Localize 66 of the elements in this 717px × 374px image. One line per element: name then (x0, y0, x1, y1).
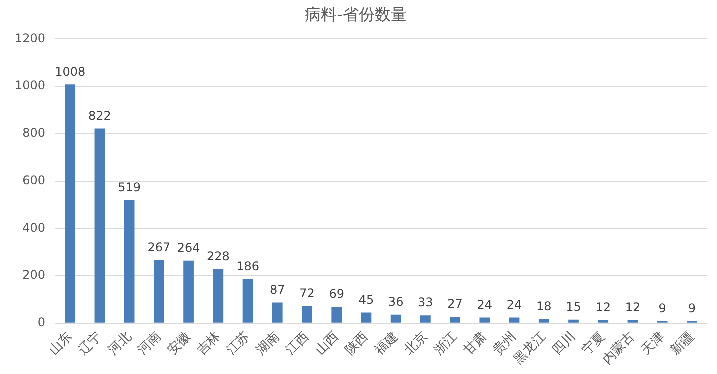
bar (480, 318, 490, 323)
data-label: 33 (418, 296, 434, 310)
bar (450, 317, 460, 323)
x-tick-label: 甘肃 (461, 330, 490, 359)
x-tick-label: 天津 (638, 330, 668, 359)
bar (332, 307, 342, 323)
bar (302, 306, 312, 323)
x-tick-label: 吉林 (194, 330, 224, 359)
data-label: 27 (448, 297, 463, 312)
data-label: 228 (206, 250, 230, 264)
y-tick-label: 800 (22, 126, 46, 140)
x-tick-label: 福建 (372, 330, 402, 359)
data-label: 9 (658, 301, 666, 316)
bar (184, 260, 194, 323)
bar (509, 318, 520, 323)
x-tick-label: 北京 (402, 330, 431, 359)
bar (242, 279, 254, 323)
data-label: 15 (566, 300, 582, 314)
x-tick-label: 河南 (135, 330, 164, 359)
data-label: 267 (148, 240, 171, 254)
bar (361, 312, 372, 323)
chart-title: 病料-省份数量 (305, 4, 407, 24)
y-tick-label: 200 (22, 268, 46, 282)
y-tick-label: 1000 (14, 78, 46, 93)
bar (124, 200, 135, 323)
data-label: 264 (177, 240, 200, 255)
bar (420, 316, 431, 323)
data-label: 12 (596, 300, 611, 315)
x-tick-label: 安徽 (164, 328, 194, 359)
bar (65, 84, 76, 323)
x-tick-label: 江西 (283, 330, 312, 359)
bar (272, 302, 283, 323)
y-tick-label: 600 (22, 173, 46, 188)
y-tick-label: 400 (22, 220, 46, 235)
data-label: 9 (688, 301, 696, 316)
data-label: 45 (358, 292, 374, 307)
bar (568, 320, 579, 323)
y-tick-label: 1200 (14, 31, 46, 46)
bar (154, 260, 164, 323)
data-label: 69 (329, 287, 344, 302)
data-label: 36 (388, 294, 404, 309)
data-label: 519 (118, 180, 142, 195)
x-tick-label: 江苏 (224, 330, 254, 359)
bar (213, 269, 224, 323)
data-label: 24 (477, 298, 493, 312)
data-label: 18 (536, 299, 552, 314)
x-tick-label: 河北 (106, 330, 135, 359)
x-tick-label: 四川 (550, 330, 579, 359)
x-tick-label: 新疆 (668, 330, 698, 359)
data-label: 186 (236, 259, 260, 274)
data-label: 24 (506, 298, 522, 312)
data-label: 12 (625, 300, 641, 315)
bar (390, 314, 402, 323)
x-tick-label: 山西 (313, 330, 342, 359)
x-tick-label: 陕西 (342, 330, 372, 359)
y-tick-label: 0 (38, 316, 46, 330)
data-label: 72 (300, 286, 315, 300)
x-tick-label: 山东 (46, 330, 76, 359)
bar (538, 319, 550, 323)
bar (94, 128, 106, 323)
data-label: 822 (88, 108, 112, 123)
x-tick-label: 辽宁 (75, 328, 106, 359)
data-label: 1008 (55, 64, 86, 79)
x-tick-label: 浙江 (432, 330, 461, 359)
data-label: 87 (270, 282, 286, 297)
x-tick-label: 湖南 (254, 330, 283, 359)
